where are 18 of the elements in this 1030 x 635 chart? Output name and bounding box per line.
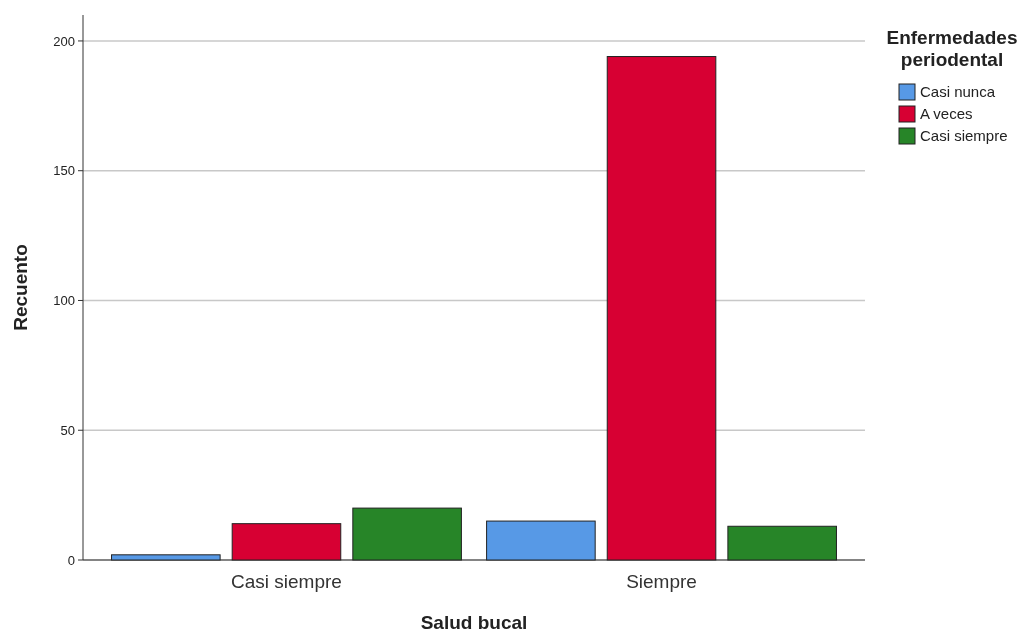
legend-title: Enfermedades periodental <box>886 27 1018 70</box>
legend-label: Casi nunca <box>920 83 996 101</box>
bar <box>486 520 596 561</box>
legend-label: A veces <box>920 105 973 123</box>
y-tick-label: 150 <box>53 163 75 179</box>
bar <box>352 507 462 561</box>
bar <box>231 523 342 561</box>
y-axis-title: Recuento <box>10 244 31 331</box>
y-tick-label: 200 <box>53 33 75 49</box>
y-tick-label: 100 <box>53 293 75 309</box>
x-tick-label: Siempre <box>626 571 697 592</box>
y-tick-label: 50 <box>60 422 75 438</box>
x-axis-title: Salud bucal <box>420 612 528 633</box>
bar <box>727 525 837 561</box>
bar <box>111 554 221 561</box>
legend-label: Casi siempre <box>920 127 1008 145</box>
bar <box>606 56 717 561</box>
y-tick-label: 0 <box>67 552 75 568</box>
